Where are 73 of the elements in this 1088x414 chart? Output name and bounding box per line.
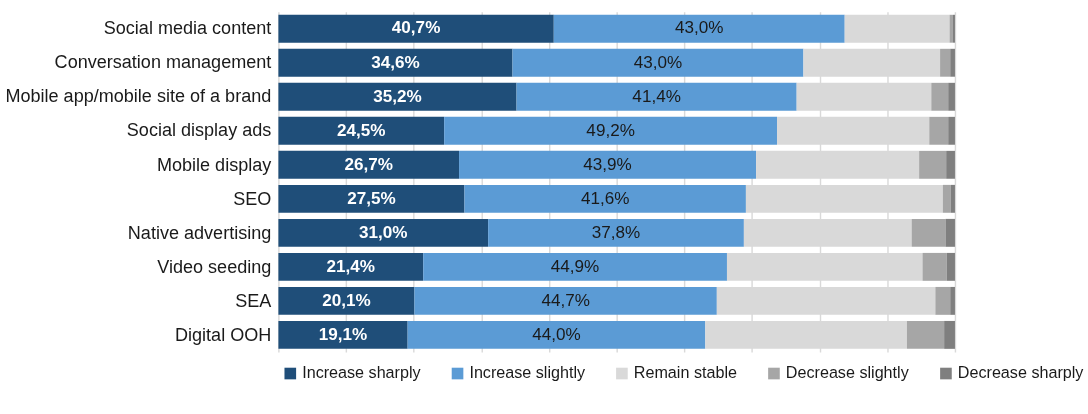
bar xyxy=(278,82,517,111)
bar xyxy=(423,252,727,281)
bar xyxy=(940,48,951,77)
bar xyxy=(459,150,757,179)
legend-label: Increase slightly xyxy=(469,363,587,382)
bar xyxy=(553,14,845,43)
data-label: 49,2% xyxy=(586,120,635,140)
data-label: 35,2% xyxy=(373,86,422,106)
bar xyxy=(946,150,955,179)
bar xyxy=(488,218,744,247)
bar xyxy=(278,218,489,247)
bar xyxy=(950,48,955,77)
legend-label: Decrease slightly xyxy=(785,363,910,382)
data-label: 44,0% xyxy=(532,324,581,344)
data-label: 31,0% xyxy=(359,222,408,242)
y-tick-label: SEA xyxy=(235,290,272,311)
bar xyxy=(948,82,955,111)
bar xyxy=(464,184,746,213)
bar xyxy=(278,48,513,77)
bar xyxy=(278,252,424,281)
y-tick-label: Mobile app/mobile site of a brand xyxy=(5,86,272,107)
data-label: 34,6% xyxy=(371,52,420,72)
data-label: 44,7% xyxy=(541,290,590,310)
data-label: 44,9% xyxy=(550,256,600,276)
y-tick-label: Video seeding xyxy=(157,256,272,277)
y-tick-label: Social display ads xyxy=(126,120,272,141)
bar xyxy=(945,218,955,247)
bar xyxy=(929,116,949,145)
data-label: 41,4% xyxy=(632,86,681,106)
data-label: 43,0% xyxy=(633,52,683,72)
bar xyxy=(516,82,797,111)
bar xyxy=(919,150,947,179)
data-label: 43,9% xyxy=(583,154,632,174)
bar xyxy=(931,82,949,111)
bar xyxy=(946,252,955,281)
bar xyxy=(444,116,778,145)
y-tick-label: Digital OOH xyxy=(175,324,272,345)
bar xyxy=(278,184,465,213)
bar xyxy=(414,286,717,315)
y-tick-label: Mobile display xyxy=(156,154,272,175)
data-label: 41,6% xyxy=(580,188,630,208)
bar xyxy=(278,116,445,145)
legend-label: Decrease sharply xyxy=(957,363,1085,382)
bar xyxy=(950,286,955,315)
y-tick-label: SEO xyxy=(233,188,272,209)
bar xyxy=(935,286,951,315)
bar xyxy=(911,218,946,247)
bar xyxy=(948,116,955,145)
legend-label: Remain stable xyxy=(633,363,737,382)
legend-label: Increase sharply xyxy=(302,363,422,382)
data-label: 40,7% xyxy=(391,18,441,38)
y-tick-label: Conversation management xyxy=(54,52,272,73)
data-label: 26,7% xyxy=(344,154,393,174)
data-label: 37,8% xyxy=(591,222,641,242)
data-label: 24,5% xyxy=(337,120,386,140)
data-label: 27,5% xyxy=(347,188,396,208)
bar xyxy=(278,14,554,43)
bar xyxy=(278,150,460,179)
bar xyxy=(278,320,408,349)
bar xyxy=(906,320,945,349)
bar xyxy=(942,184,951,213)
data-label: 21,4% xyxy=(326,256,376,276)
y-tick-label: Social media content xyxy=(103,18,272,39)
bar xyxy=(278,286,415,315)
bar xyxy=(950,184,955,213)
data-label: 20,1% xyxy=(322,290,371,310)
data-label: 43,0% xyxy=(675,18,724,38)
y-tick-label: Native advertising xyxy=(127,222,272,243)
bar xyxy=(407,320,706,349)
data-label: 19,1% xyxy=(318,324,368,344)
bar xyxy=(512,48,804,77)
bar xyxy=(922,252,947,281)
bar xyxy=(944,320,955,349)
